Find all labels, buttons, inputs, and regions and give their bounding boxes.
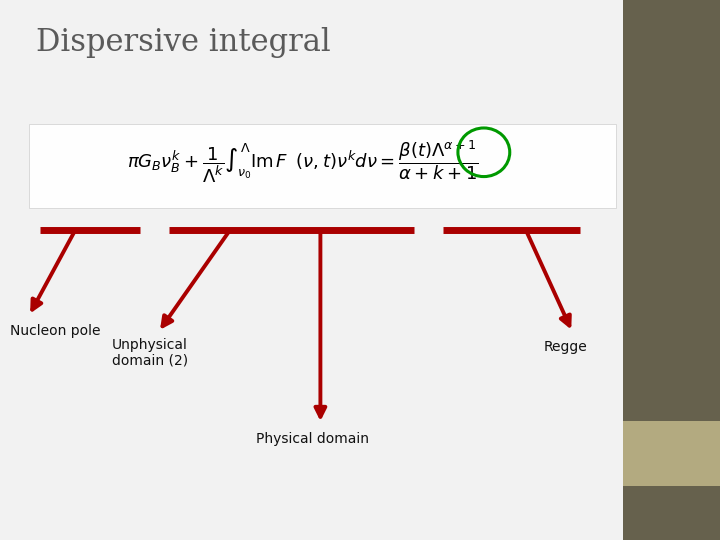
Text: Nucleon pole: Nucleon pole [10,324,101,338]
Text: Regge: Regge [544,340,588,354]
Bar [623,486,720,540]
Text: Physical domain: Physical domain [256,432,369,446]
Bar [623,0,720,421]
Bar [29,124,616,208]
Bar [623,421,720,486]
Text: $\pi G_B \nu_B^k + \dfrac{1}{\Lambda^k} \int_{\nu_0}^{\Lambda} \mathrm{Im}\,F \;: $\pi G_B \nu_B^k + \dfrac{1}{\Lambda^k} … [127,139,478,185]
Text: Dispersive integral: Dispersive integral [36,27,330,58]
Text: Unphysical
domain (2): Unphysical domain (2) [112,338,188,368]
